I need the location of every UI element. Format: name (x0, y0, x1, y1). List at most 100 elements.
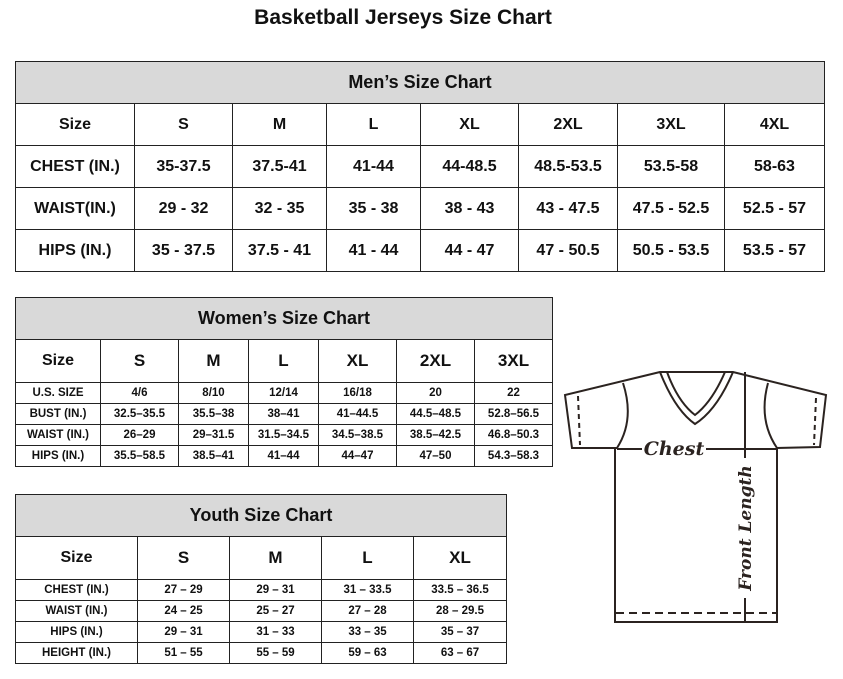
table-cell: 33.5 – 36.5 (412, 579, 508, 601)
table-cell: 44–47 (318, 445, 397, 467)
table-cell: 47.5 - 52.5 (617, 187, 725, 230)
table-cell: 58-63 (724, 145, 825, 188)
collar (659, 371, 734, 426)
table-cell: 25 – 27 (229, 600, 322, 622)
row-label: Size (15, 103, 135, 146)
table-cell: S (100, 339, 179, 383)
table-cell: 38.5–42.5 (396, 424, 475, 446)
row-label: Size (15, 339, 101, 383)
table-row: HIPS (IN.) 35 - 37.5 37.5 - 41 41 - 44 44 - … (15, 229, 825, 272)
table-cell: 44 - 47 (420, 229, 519, 272)
chest-label: Chest (644, 438, 705, 460)
table-cell: 37.5-41 (232, 145, 327, 188)
table-cell: 41-44 (326, 145, 421, 188)
table-row: WAIST (IN.) 26–29 29–31.5 31.5–34.5 34.5–38.… (15, 424, 554, 446)
table-cell: 29 – 31 (229, 579, 322, 601)
table-cell: 29 – 31 (137, 621, 230, 643)
table-row: CHEST (IN.) 27 – 29 29 – 31 31 – 33.5 33.5 –… (15, 579, 508, 601)
table-cell: 59 – 63 (321, 642, 414, 664)
table-cell: S (134, 103, 233, 146)
table-cell: 43 - 47.5 (518, 187, 618, 230)
table-cell: 2XL (396, 339, 475, 383)
size-header-row: Size S M L XL (15, 536, 508, 580)
table-cell: XL (412, 536, 508, 580)
table-cell: L (321, 536, 414, 580)
table-cell: 38.5–41 (178, 445, 249, 467)
table-cell: 53.5-58 (617, 145, 725, 188)
table-cell: 53.5 - 57 (724, 229, 825, 272)
table-cell: 4XL (724, 103, 825, 146)
table-cell: 63 – 67 (412, 642, 508, 664)
row-label: WAIST (IN.) (15, 424, 101, 446)
table-cell: 35.5–58.5 (100, 445, 179, 467)
table-cell: 35 - 38 (326, 187, 421, 230)
table-cell: 46.8–50.3 (473, 424, 554, 446)
table-cell: 41 - 44 (326, 229, 421, 272)
table-cell: M (232, 103, 327, 146)
table-cell: 48.5-53.5 (518, 145, 618, 188)
row-label: HIPS (IN.) (15, 229, 135, 272)
table-cell: 47 - 50.5 (518, 229, 618, 272)
mens-size-table: Men’s Size Chart Size S M L XL 2XL 3XL 4XL CHEST… (15, 61, 825, 272)
table-cell: 47–50 (396, 445, 475, 467)
table-cell: 41–44.5 (318, 403, 397, 425)
row-label: BUST (IN.) (15, 403, 101, 425)
table-row: HIPS (IN.) 29 – 31 31 – 33 33 – 35 35 – 37 (15, 621, 508, 643)
table-cell: 32.5–35.5 (100, 403, 179, 425)
womens-size-table: Women’s Size Chart Size S M L XL 2XL 3XL U.S. S… (14, 297, 554, 467)
table-cell: 35 – 37 (412, 621, 508, 643)
table-cell: 35 - 37.5 (134, 229, 233, 272)
table-cell: 44-48.5 (420, 145, 519, 188)
table-cell: XL (420, 103, 519, 146)
table-cell: 35-37.5 (134, 145, 233, 188)
table-cell: 52.8–56.5 (473, 403, 554, 425)
table-cell: 27 – 28 (321, 600, 414, 622)
table-cell: 55 – 59 (229, 642, 322, 664)
jersey-outline (563, 371, 828, 623)
front-length-label: Front Length (736, 465, 756, 591)
table-cell: 8/10 (178, 382, 249, 404)
row-label: CHEST (IN.) (15, 145, 135, 188)
jersey-measurement-diagram: Chest Front Length (563, 371, 828, 623)
table-cell: 22 (473, 382, 554, 404)
collar-inner (665, 371, 727, 417)
row-label: U.S. SIZE (15, 382, 101, 404)
table-cell: 29–31.5 (178, 424, 249, 446)
table-cell: 3XL (473, 339, 554, 383)
table-cell: 51 – 55 (137, 642, 230, 664)
row-label: Size (15, 536, 138, 580)
table-row: HIPS (IN.) 35.5–58.5 38.5–41 41–44 44–47 47–5… (15, 445, 554, 467)
row-label: WAIST (IN.) (15, 600, 138, 622)
table-cell: 32 - 35 (232, 187, 327, 230)
table-cell: 44.5–48.5 (396, 403, 475, 425)
table-cell: 29 - 32 (134, 187, 233, 230)
table-cell: 3XL (617, 103, 725, 146)
table-cell: 26–29 (100, 424, 179, 446)
table-cell: M (229, 536, 322, 580)
table-cell: 31.5–34.5 (248, 424, 319, 446)
table-row: BUST (IN.) 32.5–35.5 35.5–38 38–41 41–44.5 44… (15, 403, 554, 425)
size-header-row: Size S M L XL 2XL 3XL (15, 339, 554, 383)
row-label: HIPS (IN.) (15, 445, 101, 467)
table-cell: 37.5 - 41 (232, 229, 327, 272)
youth-size-table: Youth Size Chart Size S M L XL CHEST (IN.) 27 … (14, 494, 508, 664)
table-cell: 54.3–58.3 (473, 445, 554, 467)
table-cell: 35.5–38 (178, 403, 249, 425)
size-header-row: Size S M L XL 2XL 3XL 4XL (15, 103, 825, 146)
row-label: CHEST (IN.) (15, 579, 138, 601)
table-cell: L (248, 339, 319, 383)
table-cell: 2XL (518, 103, 618, 146)
table-cell: 27 – 29 (137, 579, 230, 601)
table-cell: 38–41 (248, 403, 319, 425)
table-cell: 52.5 - 57 (724, 187, 825, 230)
table-cell: 20 (396, 382, 475, 404)
table-row: U.S. SIZE 4/6 8/10 12/14 16/18 20 22 (15, 382, 554, 404)
row-label: WAIST(IN.) (15, 187, 135, 230)
table-cell: 12/14 (248, 382, 319, 404)
table-cell: 33 – 35 (321, 621, 414, 643)
table-cell: 31 – 33.5 (321, 579, 414, 601)
table-cell: L (326, 103, 421, 146)
table-cell: S (137, 536, 230, 580)
table-cell: 41–44 (248, 445, 319, 467)
table-row: CHEST (IN.) 35-37.5 37.5-41 41-44 44-48.5 48.… (15, 145, 825, 188)
